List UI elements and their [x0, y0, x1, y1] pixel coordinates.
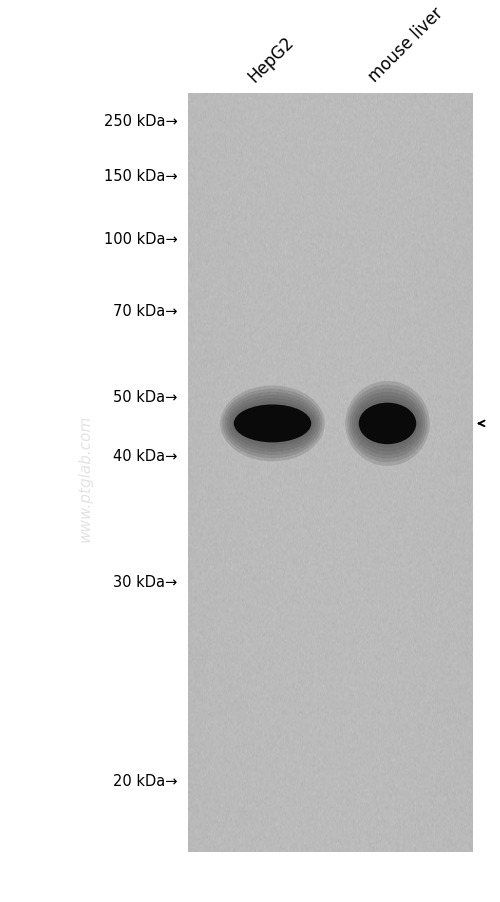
- Ellipse shape: [359, 403, 416, 445]
- Ellipse shape: [348, 385, 428, 463]
- Text: 70 kDa→: 70 kDa→: [113, 304, 178, 318]
- Text: 20 kDa→: 20 kDa→: [113, 773, 178, 787]
- Text: mouse liver: mouse liver: [365, 5, 446, 86]
- Ellipse shape: [350, 389, 425, 459]
- Text: 250 kDa→: 250 kDa→: [104, 115, 178, 129]
- Ellipse shape: [345, 382, 430, 466]
- Text: 100 kDa→: 100 kDa→: [104, 232, 178, 246]
- Ellipse shape: [227, 395, 318, 452]
- Text: 150 kDa→: 150 kDa→: [104, 169, 178, 183]
- Text: 40 kDa→: 40 kDa→: [113, 448, 178, 463]
- Text: HepG2: HepG2: [245, 32, 298, 86]
- Ellipse shape: [234, 405, 311, 443]
- Ellipse shape: [220, 386, 325, 462]
- Ellipse shape: [354, 396, 421, 452]
- Ellipse shape: [232, 402, 314, 446]
- Ellipse shape: [222, 389, 322, 458]
- Text: www.ptglab.com: www.ptglab.com: [78, 414, 92, 542]
- Ellipse shape: [352, 392, 423, 456]
- Text: 30 kDa→: 30 kDa→: [113, 575, 178, 589]
- Text: 50 kDa→: 50 kDa→: [113, 390, 178, 404]
- Ellipse shape: [225, 392, 320, 456]
- Ellipse shape: [356, 400, 418, 448]
- Ellipse shape: [229, 399, 316, 449]
